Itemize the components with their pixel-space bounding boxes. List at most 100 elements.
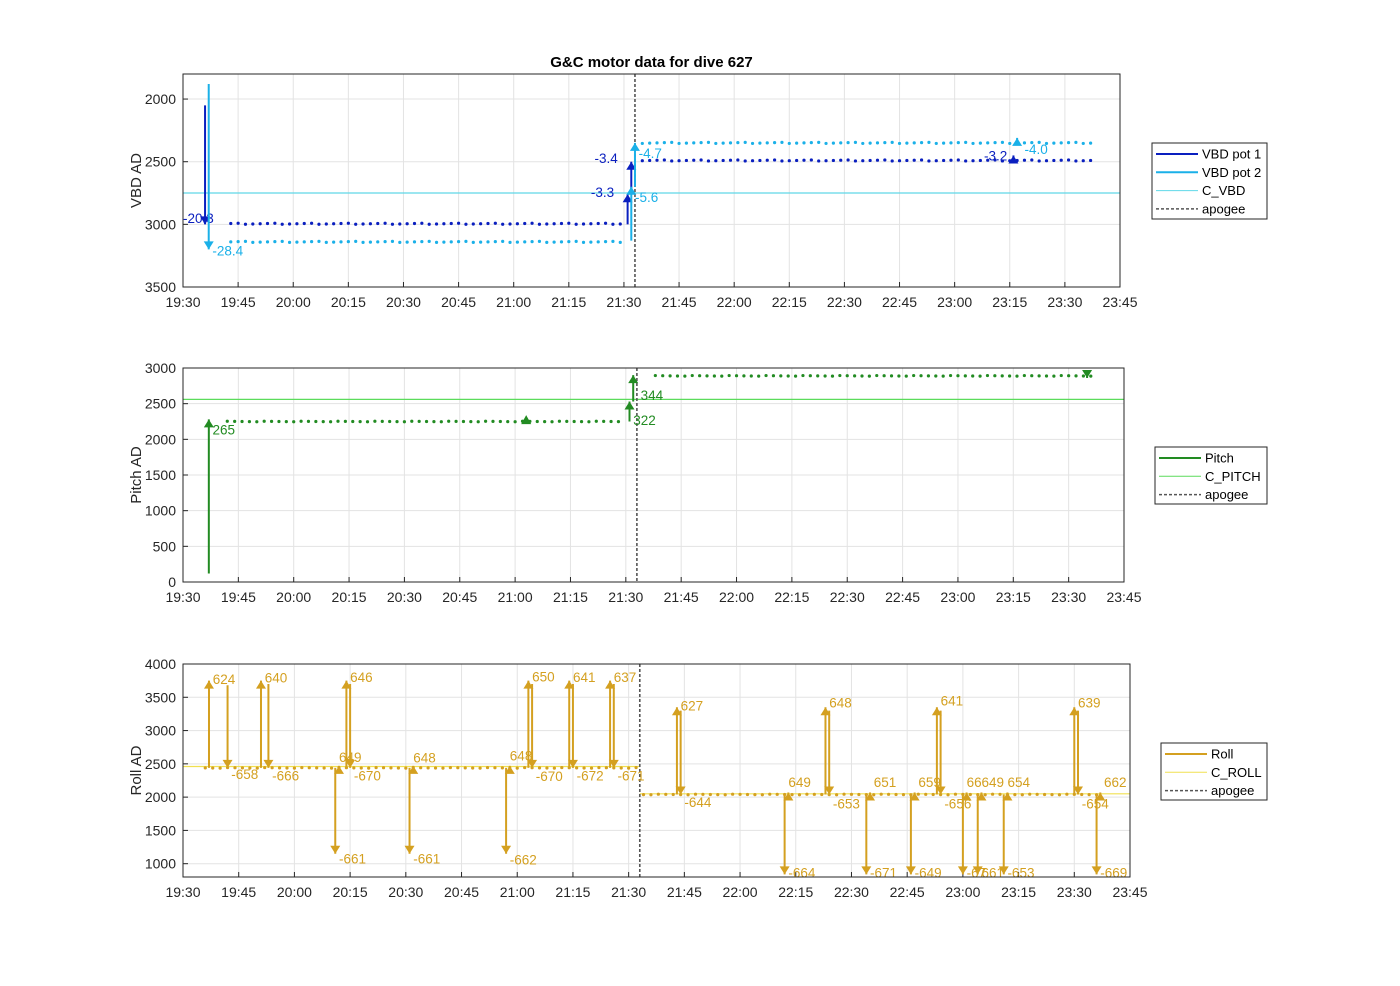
data-point (602, 419, 606, 423)
data-point (476, 420, 480, 424)
y-tick-label: 0 (168, 574, 176, 590)
data-point (661, 374, 665, 378)
motor-move-arrow: -3.2 (984, 148, 1019, 163)
data-point (491, 419, 495, 423)
data-point (1035, 792, 1039, 796)
arrow-head (626, 161, 637, 170)
data-point (934, 159, 938, 163)
data-point (1000, 140, 1005, 145)
motor-move-arrow: -3.3 (591, 185, 633, 225)
arrow-label: 641 (941, 693, 964, 708)
data-point (912, 141, 916, 145)
data-point (361, 240, 365, 244)
data-point (390, 239, 395, 243)
data-point (351, 419, 355, 424)
motor-move-arrow: 649 (783, 775, 811, 801)
data-point (432, 420, 436, 424)
data-point (530, 221, 534, 225)
data-point (1057, 793, 1062, 797)
data-point (1030, 141, 1034, 145)
data-point (693, 792, 698, 796)
arrow-head (404, 845, 415, 854)
data-point (1074, 159, 1078, 163)
data-point (354, 222, 358, 226)
data-point (1020, 793, 1024, 797)
data-point (552, 222, 556, 226)
data-point (603, 240, 608, 244)
arrow-label: 648 (510, 749, 533, 764)
data-point (683, 374, 687, 378)
legend-label: C_ROLL (1211, 765, 1262, 780)
data-point (479, 240, 483, 244)
arrow-label: -3.3 (591, 185, 614, 200)
x-tick-label: 21:30 (606, 294, 641, 310)
data-point (758, 141, 762, 145)
motor-move-arrow: 648 (504, 749, 533, 774)
data-point (618, 240, 622, 244)
data-point (292, 766, 297, 770)
data-point (787, 141, 791, 146)
data-point (339, 221, 343, 226)
data-point (816, 374, 820, 378)
data-point (757, 374, 761, 378)
data-point (883, 158, 887, 162)
data-point (390, 222, 395, 226)
data-point (248, 766, 252, 770)
data-point (765, 141, 769, 145)
arrow-head (931, 707, 942, 716)
motor-move-arrow (1082, 369, 1093, 378)
x-tick-label: 23:30 (1051, 589, 1086, 605)
arrow-head (998, 866, 1009, 875)
data-point (456, 766, 460, 770)
arrow-label: -5.6 (635, 190, 658, 205)
data-point (287, 240, 292, 244)
data-point (968, 792, 972, 797)
data-point (240, 419, 244, 424)
data-point (324, 240, 328, 244)
data-point (515, 766, 519, 770)
arrow-head (824, 786, 835, 795)
data-point (574, 222, 578, 226)
y-tick-label: 3000 (145, 216, 176, 232)
data-point (376, 221, 380, 226)
data-point (471, 222, 475, 226)
x-tick-label: 22:30 (830, 589, 865, 605)
data-point (537, 239, 542, 243)
arrow-head (567, 759, 578, 768)
x-tick-label: 23:45 (1102, 294, 1137, 310)
data-point (662, 141, 666, 145)
data-point (712, 374, 716, 378)
data-point (934, 374, 938, 378)
data-point (456, 240, 461, 244)
arrow-label: 66 (967, 775, 982, 790)
y-tick-label: 3000 (145, 360, 176, 376)
arrow-head (905, 866, 916, 875)
arrow-label: 627 (681, 699, 704, 714)
motor-move-arrow: 344 (628, 375, 664, 403)
data-point (872, 793, 876, 797)
x-tick-label: 22:15 (774, 589, 809, 605)
data-point (983, 793, 987, 797)
data-point (817, 159, 821, 163)
arrow-label: 649 (981, 775, 1004, 790)
x-tick-label: 19:30 (165, 294, 200, 310)
data-point (439, 420, 443, 424)
data-point (442, 222, 446, 226)
data-point (675, 374, 680, 378)
arrow-head (263, 759, 274, 768)
data-point (1067, 374, 1071, 378)
data-point (618, 222, 622, 226)
data-point (229, 240, 233, 244)
data-point (486, 221, 490, 226)
data-point (949, 158, 953, 162)
data-point (956, 141, 960, 145)
data-point (383, 221, 387, 225)
data-point (809, 141, 813, 145)
data-point (464, 239, 468, 243)
motor-move-arrow: -662 (501, 767, 537, 867)
data-point (653, 373, 657, 378)
data-point (295, 240, 299, 244)
arrow-label: 641 (573, 670, 596, 685)
plot-area (183, 74, 1120, 287)
